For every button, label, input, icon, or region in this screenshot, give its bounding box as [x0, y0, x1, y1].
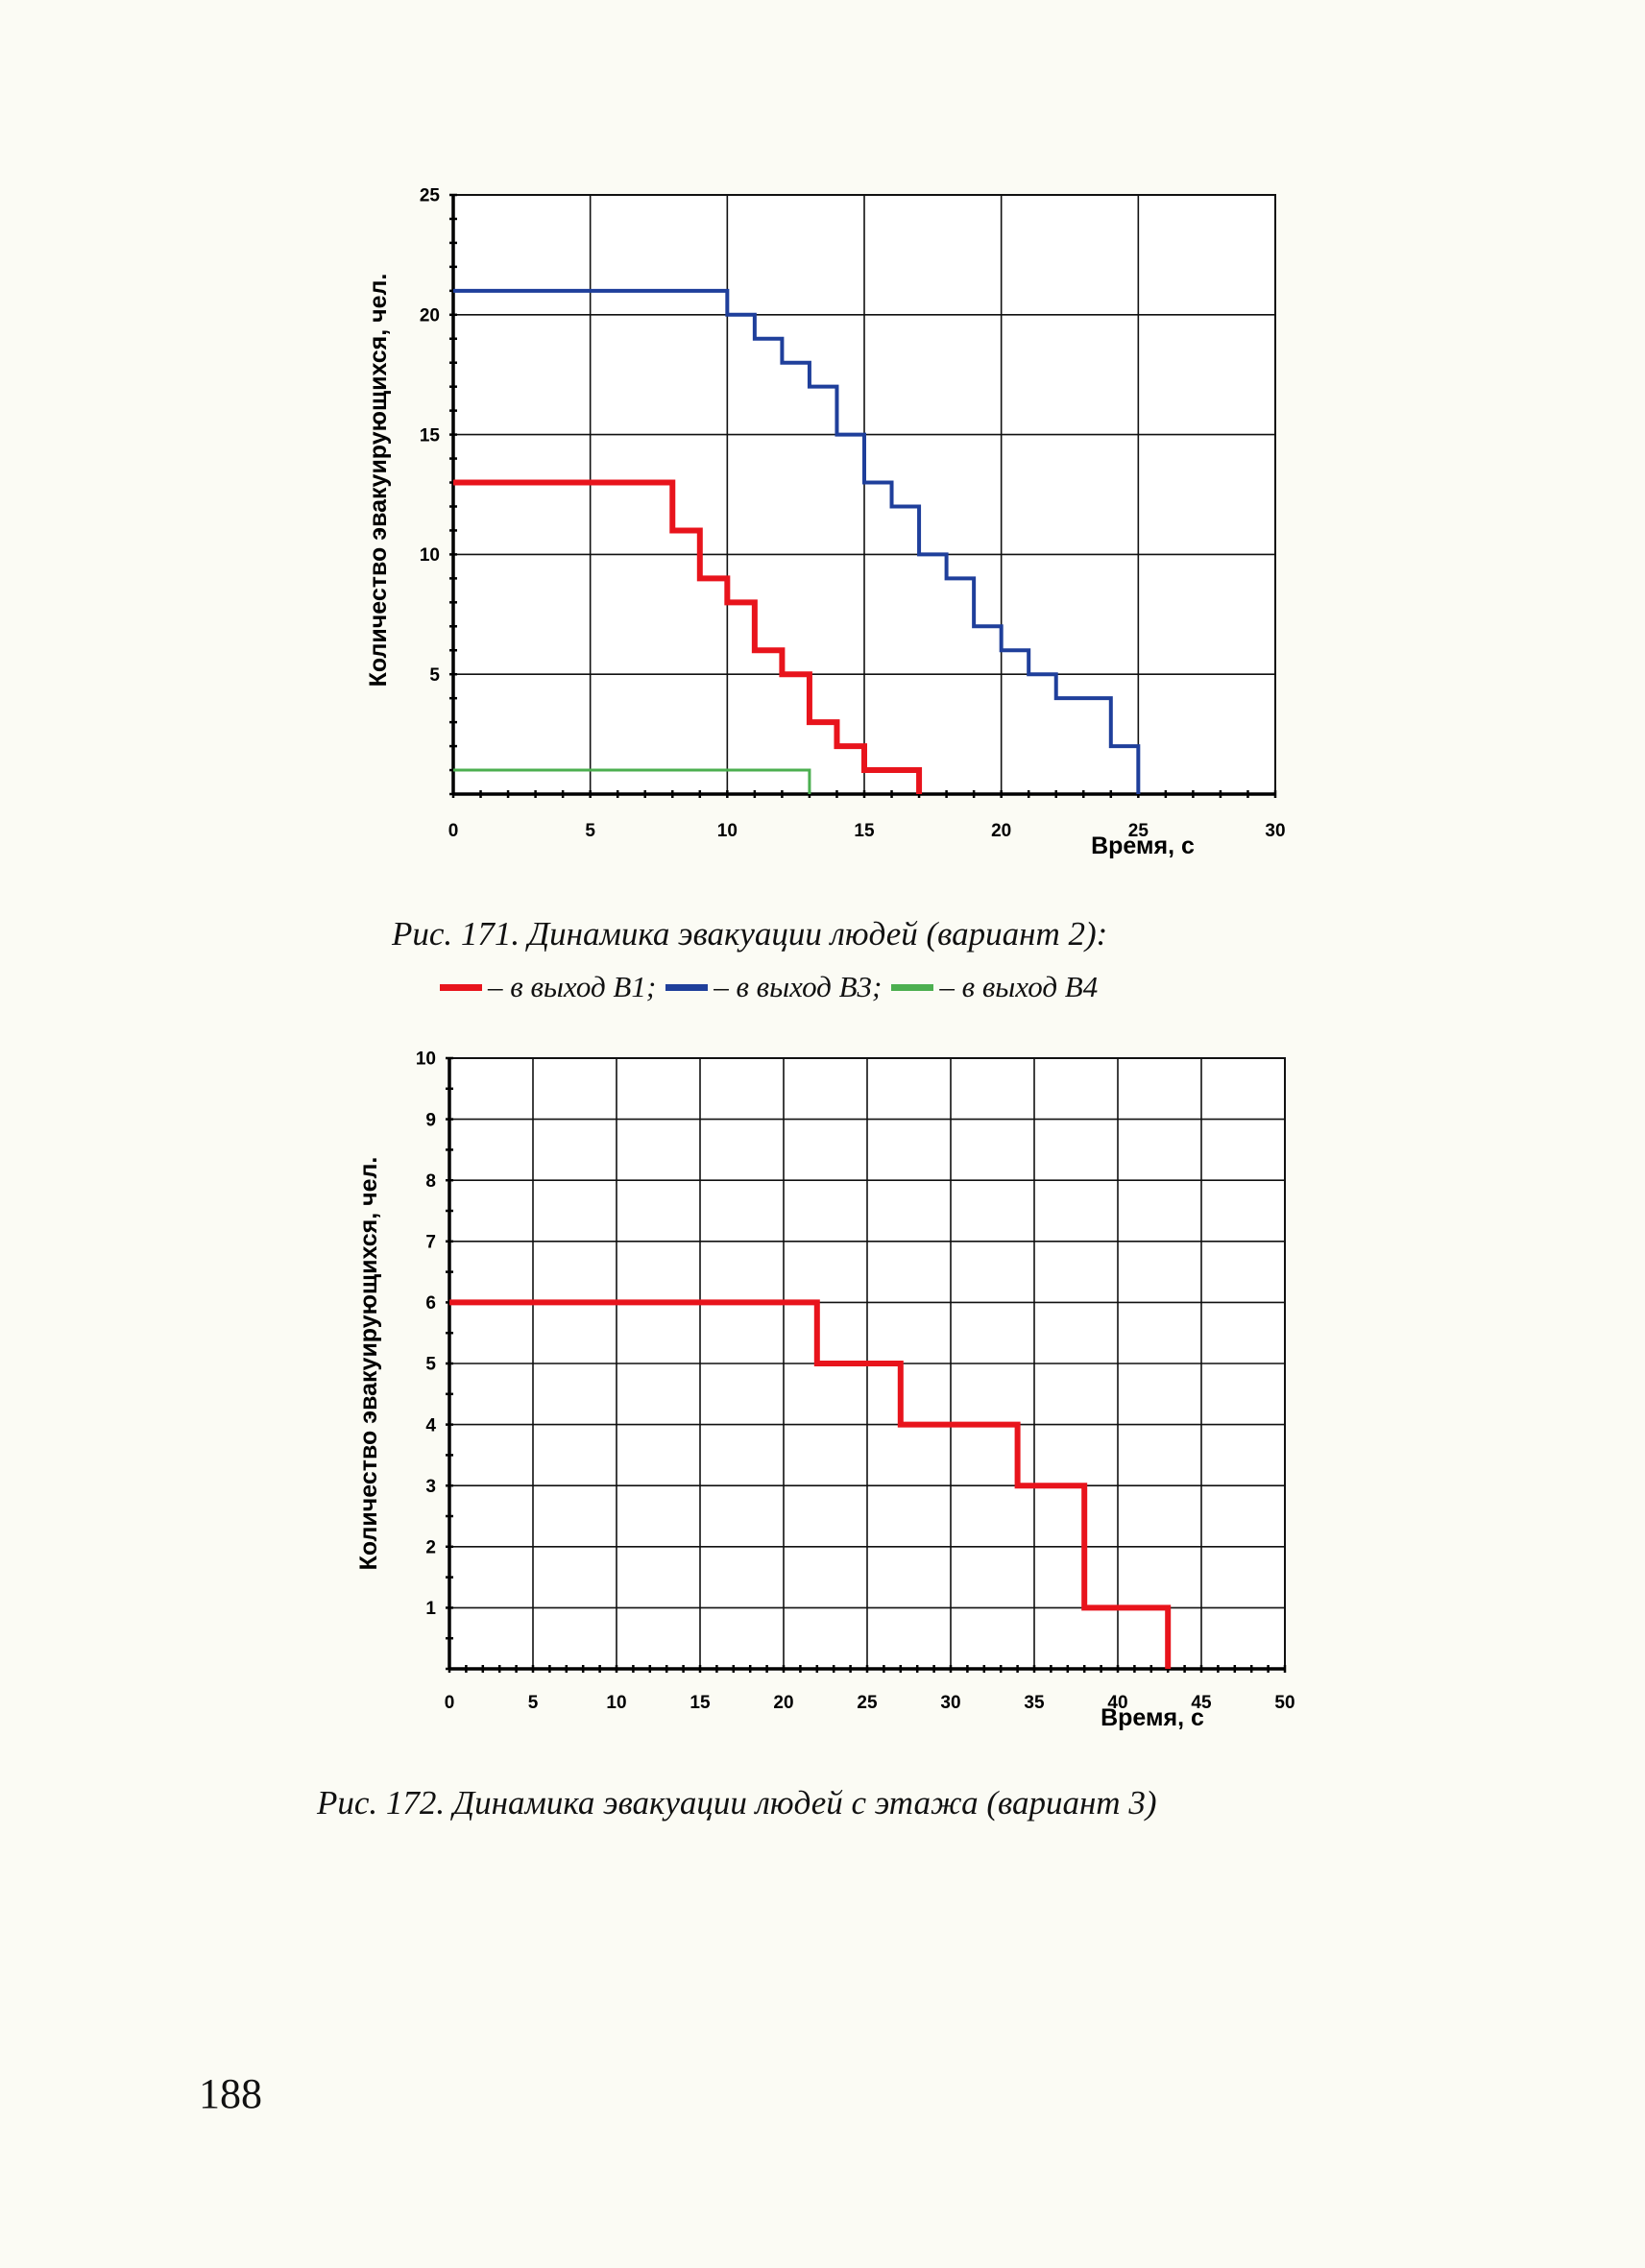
y-tick-label: 10	[420, 545, 440, 566]
y-axis-title: Количество эвакуирующихся, чел.	[365, 274, 392, 688]
x-axis-title: Время, с	[1091, 832, 1195, 859]
y-axis-title: Количество эвакуирующихся, чел.	[355, 1157, 382, 1571]
y-tick-label: 5	[425, 1355, 436, 1375]
y-tick-label: 9	[425, 1110, 436, 1130]
x-tick-label: 10	[606, 1693, 626, 1713]
y-tick-label: 20	[420, 305, 440, 326]
y-tick-label: 1	[425, 1599, 436, 1619]
y-tick-label: 3	[425, 1477, 436, 1497]
series-line-1	[453, 479, 923, 794]
series-line-2	[453, 288, 1141, 794]
x-tick-label: 35	[1024, 1693, 1045, 1713]
figure1-legend: – в выход В1; – в выход В3; – в выход В4	[440, 970, 1098, 1004]
figure1-caption: Рис. 171. Динамика эвакуации людей (вари…	[392, 915, 1108, 953]
legend-label-b4: – в выход В4	[939, 970, 1099, 1003]
legend-item-b1: – в выход В1;	[440, 970, 665, 1004]
x-tick-label: 40	[1107, 1693, 1127, 1713]
y-tick-label: 6	[425, 1293, 436, 1314]
x-tick-label: 0	[448, 821, 459, 841]
y-tick-label: 4	[425, 1415, 436, 1436]
y-tick-label: 15	[420, 425, 441, 446]
legend-swatch-b3	[665, 983, 709, 991]
y-tick-label: 8	[425, 1171, 436, 1192]
y-tick-label: 25	[420, 186, 441, 206]
y-tick-label: 2	[425, 1537, 436, 1557]
legend-item-b3: – в выход В3;	[665, 970, 891, 1004]
x-tick-label: 15	[689, 1693, 711, 1713]
y-tick-label: 7	[425, 1232, 436, 1252]
series-line-3	[453, 768, 811, 794]
x-tick-label: 10	[717, 821, 738, 841]
x-tick-label: 5	[528, 1693, 539, 1713]
x-tick-label: 30	[1265, 821, 1285, 841]
x-tick-label: 0	[445, 1693, 455, 1713]
legend-item-b4: – в выход В4	[891, 970, 1098, 1004]
x-tick-label: 50	[1274, 1693, 1294, 1713]
x-tick-label: 15	[854, 821, 875, 841]
legend-swatch-b4	[891, 983, 934, 991]
x-tick-label: 20	[991, 821, 1011, 841]
y-tick-label: 5	[429, 665, 440, 686]
x-tick-label: 25	[1128, 821, 1149, 841]
x-tick-label: 20	[773, 1693, 793, 1713]
x-tick-label: 5	[585, 821, 595, 841]
page-number: 188	[199, 2070, 262, 2117]
series-line-1	[449, 1299, 1172, 1669]
x-tick-label: 30	[940, 1693, 960, 1713]
x-tick-label: 25	[857, 1693, 878, 1713]
y-tick-label: 10	[416, 1050, 436, 1070]
figure2-caption: Рис. 172. Динамика эвакуации людей с эта…	[317, 1784, 1157, 1822]
legend-label-b3: – в выход В3;	[714, 970, 883, 1003]
legend-swatch-b1	[440, 983, 482, 991]
x-axis-title: Время, с	[1101, 1704, 1204, 1731]
x-tick-label: 45	[1191, 1693, 1212, 1713]
legend-label-b1: – в выход В1;	[488, 970, 657, 1003]
